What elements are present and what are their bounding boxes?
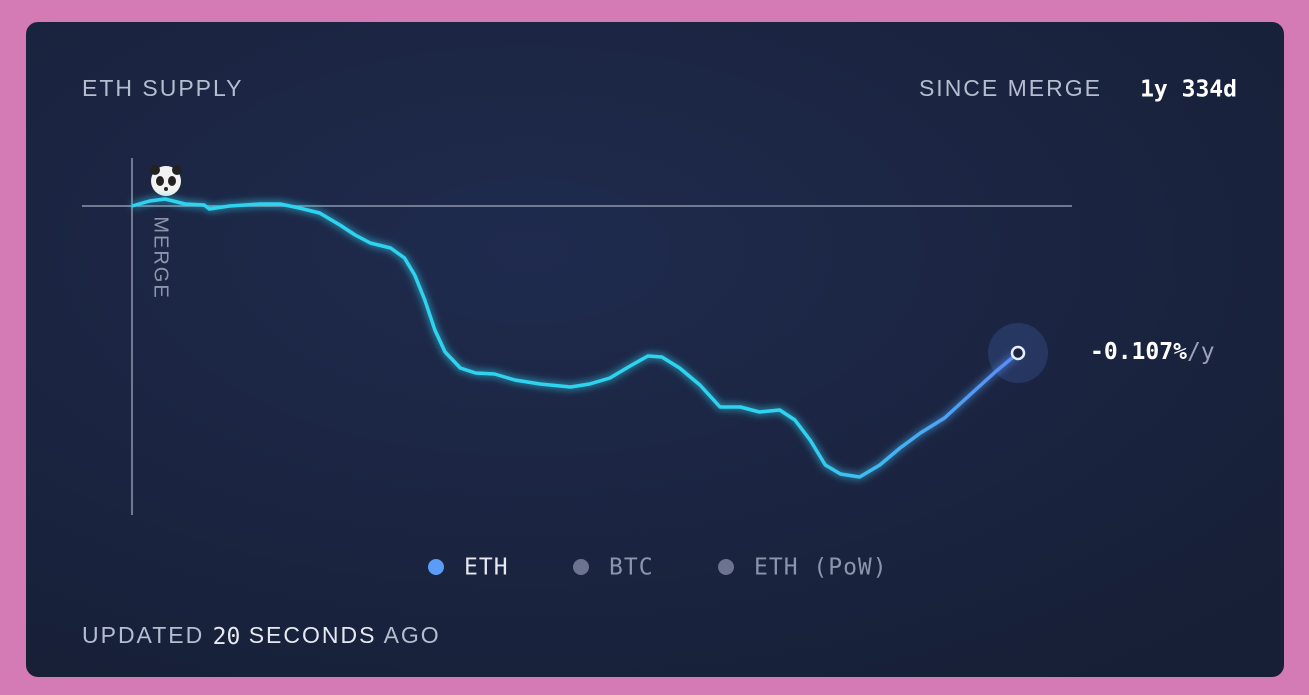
plot [131,197,1048,479]
since-value: 1y 334d [1140,77,1237,103]
footer: UPDATED 20 SECONDS AGO [82,622,441,649]
card [26,22,1284,677]
legend-label: ETH (PoW) [754,555,888,581]
end-rate-value: -0.107% [1090,339,1187,365]
legend-label: ETH [464,555,509,581]
legend-swatch [573,559,589,575]
legend-label: BTC [609,555,654,581]
merge-annotation: MERGE [150,216,172,299]
footer-prefix: UPDATED [82,622,204,648]
panda-icon [150,165,182,196]
since-label: SINCE MERGE [919,75,1102,101]
end-rate: -0.107%/y [1090,339,1215,365]
title: ETH SUPPLY [82,75,243,101]
end-rate-unit: /y [1187,339,1215,365]
legend-item[interactable]: ETH (PoW) [718,555,888,581]
end-point [1010,345,1026,361]
legend-item[interactable]: ETH [428,555,509,581]
legend: ETH BTC ETH (PoW) [428,555,888,581]
series-line [131,197,1020,479]
legend-item[interactable]: BTC [573,555,654,581]
legend-swatch [428,559,444,575]
footer-suffix: AGO [384,622,441,648]
footer-count: 20 [213,624,241,650]
footer-unit: SECONDS [249,622,377,648]
legend-swatch [718,559,734,575]
